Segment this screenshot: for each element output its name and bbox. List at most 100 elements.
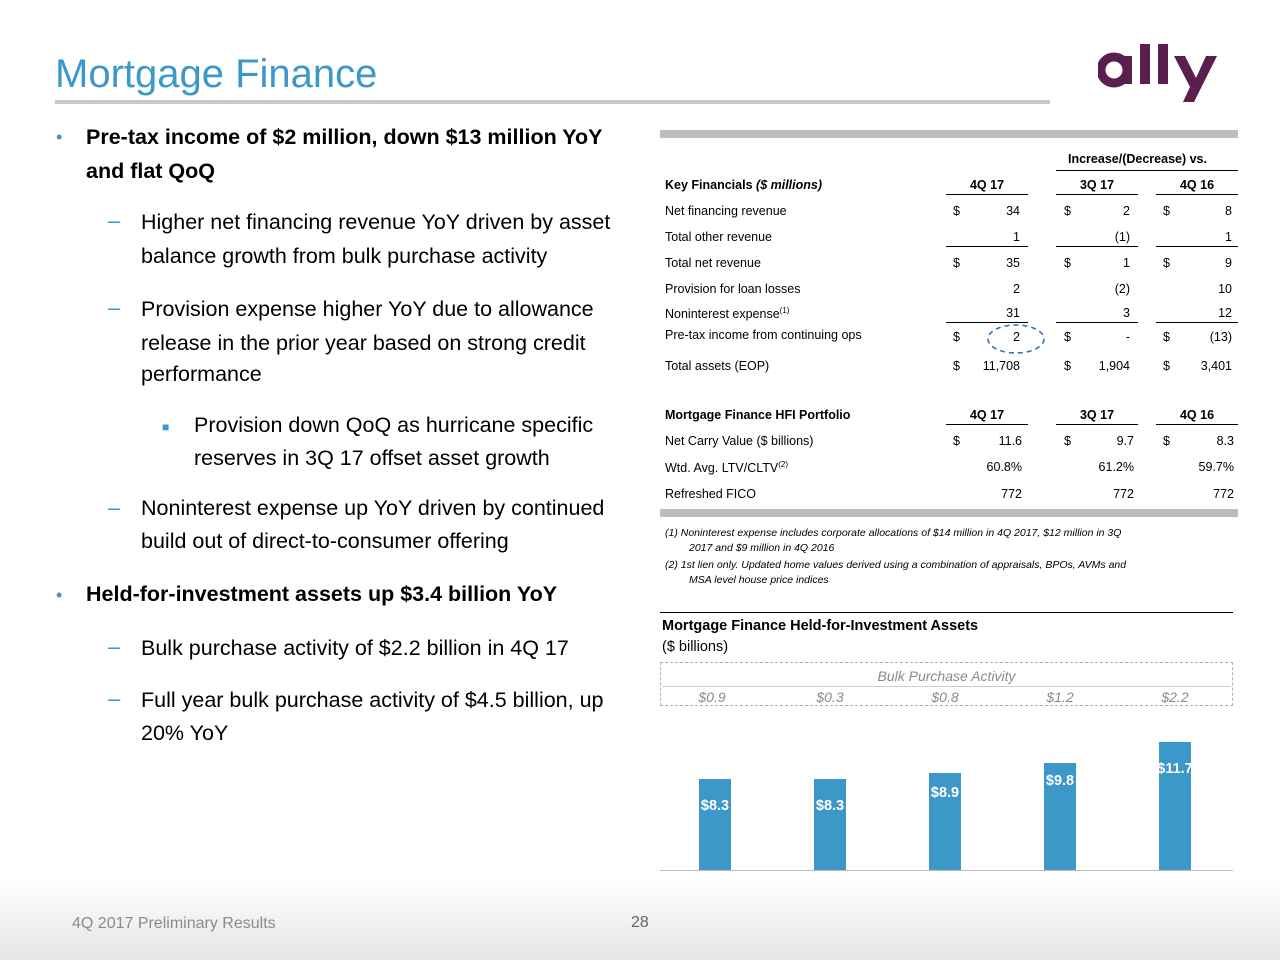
- page-number: 28: [631, 914, 649, 931]
- hfi-cell: 11.6: [998, 434, 1022, 448]
- kf-cell: 31: [1006, 306, 1020, 320]
- col-underline: [946, 424, 1028, 425]
- footnote-1-line1: (1) Noninterest expense includes corpora…: [665, 527, 1122, 539]
- col-underline: [1156, 194, 1238, 195]
- col-header-4q17: 4Q 17: [969, 178, 1005, 192]
- hfi-cell: 8.3: [1216, 434, 1234, 448]
- kf-cell: (1): [1114, 230, 1130, 244]
- hfi-cell: 59.7%: [1198, 460, 1234, 474]
- dollar-sign: $: [953, 330, 960, 344]
- chart-subtitle: ($ billions): [662, 639, 729, 655]
- bullet-dot: •: [56, 585, 63, 605]
- row-underline: [1156, 246, 1238, 247]
- bar-value-label: $11.7: [1157, 761, 1193, 777]
- kf-cell: 2: [1123, 204, 1130, 218]
- sub-bullet-provision-line1: Provision expense higher YoY due to allo…: [141, 297, 594, 321]
- bulk-purchase-value: $0.8: [931, 689, 959, 705]
- hfi-col-4q17: 4Q 17: [969, 408, 1005, 422]
- dollar-sign: $: [1064, 359, 1071, 373]
- kf-cell: 8: [1225, 204, 1232, 218]
- kf-cell: (2): [1114, 282, 1130, 296]
- row-underline: [946, 246, 1028, 247]
- kf-row-label: Noninterest expense(1): [665, 306, 790, 322]
- square-marker: ■: [162, 420, 170, 434]
- footnote-2-line1: (2) 1st lien only. Updated home values d…: [665, 559, 1127, 571]
- kf-cell: 3,401: [1200, 359, 1232, 373]
- bulk-purchase-value: $1.2: [1046, 689, 1074, 705]
- footnote-marker: (1): [779, 306, 790, 315]
- kf-cell: 12: [1218, 306, 1232, 320]
- dash-marker: –: [108, 634, 121, 659]
- bar-value-label: $8.9: [930, 785, 960, 801]
- kf-cell: (13): [1209, 330, 1232, 344]
- bulk-purchase-value: $0.3: [816, 689, 844, 705]
- sub-bullet-financing-line1: Higher net financing revenue YoY driven …: [141, 210, 611, 234]
- kf-cell: 1: [1013, 230, 1020, 244]
- chart-bar: [699, 779, 731, 870]
- bullet-pretax-line2: and flat QoQ: [86, 159, 215, 183]
- kf-cell: 2: [1013, 330, 1020, 344]
- kf-cell: 11,708: [982, 359, 1020, 373]
- footnote-2-line2: MSA level house price indices: [689, 574, 829, 586]
- kf-cell: 9: [1225, 256, 1232, 270]
- kf-cell: 2: [1013, 282, 1020, 296]
- kf-cell: -: [1125, 330, 1130, 344]
- table-top-bar: [660, 130, 1238, 138]
- hfi-col-3q17: 3Q 17: [1079, 408, 1115, 422]
- chart-bar: [1044, 763, 1076, 870]
- kf-cell: 1,904: [1098, 359, 1130, 373]
- inc-dec-header: Increase/(Decrease) vs.: [1068, 152, 1207, 166]
- bulk-purchase-value: $0.9: [698, 689, 726, 705]
- dollar-sign: $: [1163, 434, 1170, 448]
- kf-row-label: Total assets (EOP): [665, 359, 770, 373]
- dollar-sign: $: [1064, 434, 1071, 448]
- dollar-sign: $: [1064, 256, 1071, 270]
- col-underline: [946, 194, 1028, 195]
- sub-sub-bullet-hurricane-line2: reserves in 3Q 17 offset asset growth: [194, 446, 550, 470]
- bulk-purchase-label: Bulk Purchase Activity: [877, 668, 1016, 684]
- row-underline: [1056, 246, 1138, 247]
- sub-bullet-financing-line2: balance growth from bulk purchase activi…: [141, 244, 548, 268]
- bulk-purchase-box: [660, 662, 1233, 706]
- kf-row-label: Pre-tax income from continuing ops: [665, 328, 862, 342]
- kf-row-label: Total other revenue: [665, 230, 773, 244]
- bar-value-label: $9.8: [1045, 773, 1075, 789]
- hfi-portfolio-header: Mortgage Finance HFI Portfolio: [665, 408, 851, 422]
- col-header-4q16: 4Q 16: [1179, 178, 1215, 192]
- chart-title: Mortgage Finance Held-for-Investment Ass…: [662, 618, 979, 634]
- col-underline: [1056, 424, 1138, 425]
- kf-cell: 1: [1123, 256, 1130, 270]
- kf-cell: 35: [1006, 256, 1020, 270]
- sub-bullet-provision-line2: release in the prior year based on stron…: [141, 331, 586, 355]
- footnote-1-line2: 2017 and $9 million in 4Q 2016: [689, 542, 835, 554]
- kf-cell: 3: [1123, 306, 1130, 320]
- bullet-dot: •: [56, 127, 63, 147]
- kf-cell: 1: [1225, 230, 1232, 244]
- dollar-sign: $: [1163, 204, 1170, 218]
- kf-row-label: Provision for loan losses: [665, 282, 801, 296]
- chart-bar: [929, 773, 961, 870]
- hfi-row-label: Net Carry Value ($ billions): [665, 434, 814, 448]
- bulk-purchase-value: $2.2: [1161, 689, 1189, 705]
- footnote-marker: (2): [778, 460, 789, 469]
- sub-bullet-fullyear-line1: Full year bulk purchase activity of $4.5…: [141, 688, 604, 712]
- kf-cell: 34: [1006, 204, 1020, 218]
- hfi-col-4q16: 4Q 16: [1179, 408, 1215, 422]
- dash-marker: –: [108, 495, 121, 520]
- dollar-sign: $: [1163, 359, 1170, 373]
- bar-value-label: $8.3: [700, 798, 730, 814]
- highlight-circle: [987, 324, 1045, 354]
- dollar-sign: $: [953, 204, 960, 218]
- dollar-sign: $: [1064, 204, 1071, 218]
- header-underline: [1056, 170, 1238, 171]
- dollar-sign: $: [953, 359, 960, 373]
- table-bottom-bar: [660, 509, 1238, 517]
- bullet-hfi: Held-for-investment assets up $3.4 billi…: [86, 582, 558, 606]
- page-title: Mortgage Finance: [55, 52, 378, 96]
- dollar-sign: $: [1163, 330, 1170, 344]
- bullet-pretax-line1: Pre-tax income of $2 million, down $13 m…: [86, 125, 603, 149]
- sub-sub-bullet-hurricane-line1: Provision down QoQ as hurricane specific: [194, 413, 594, 437]
- hfi-row-label: Wtd. Avg. LTV/CLTV(2): [665, 460, 789, 476]
- chart-bar: [814, 779, 846, 870]
- chart-top-rule: [660, 612, 1233, 613]
